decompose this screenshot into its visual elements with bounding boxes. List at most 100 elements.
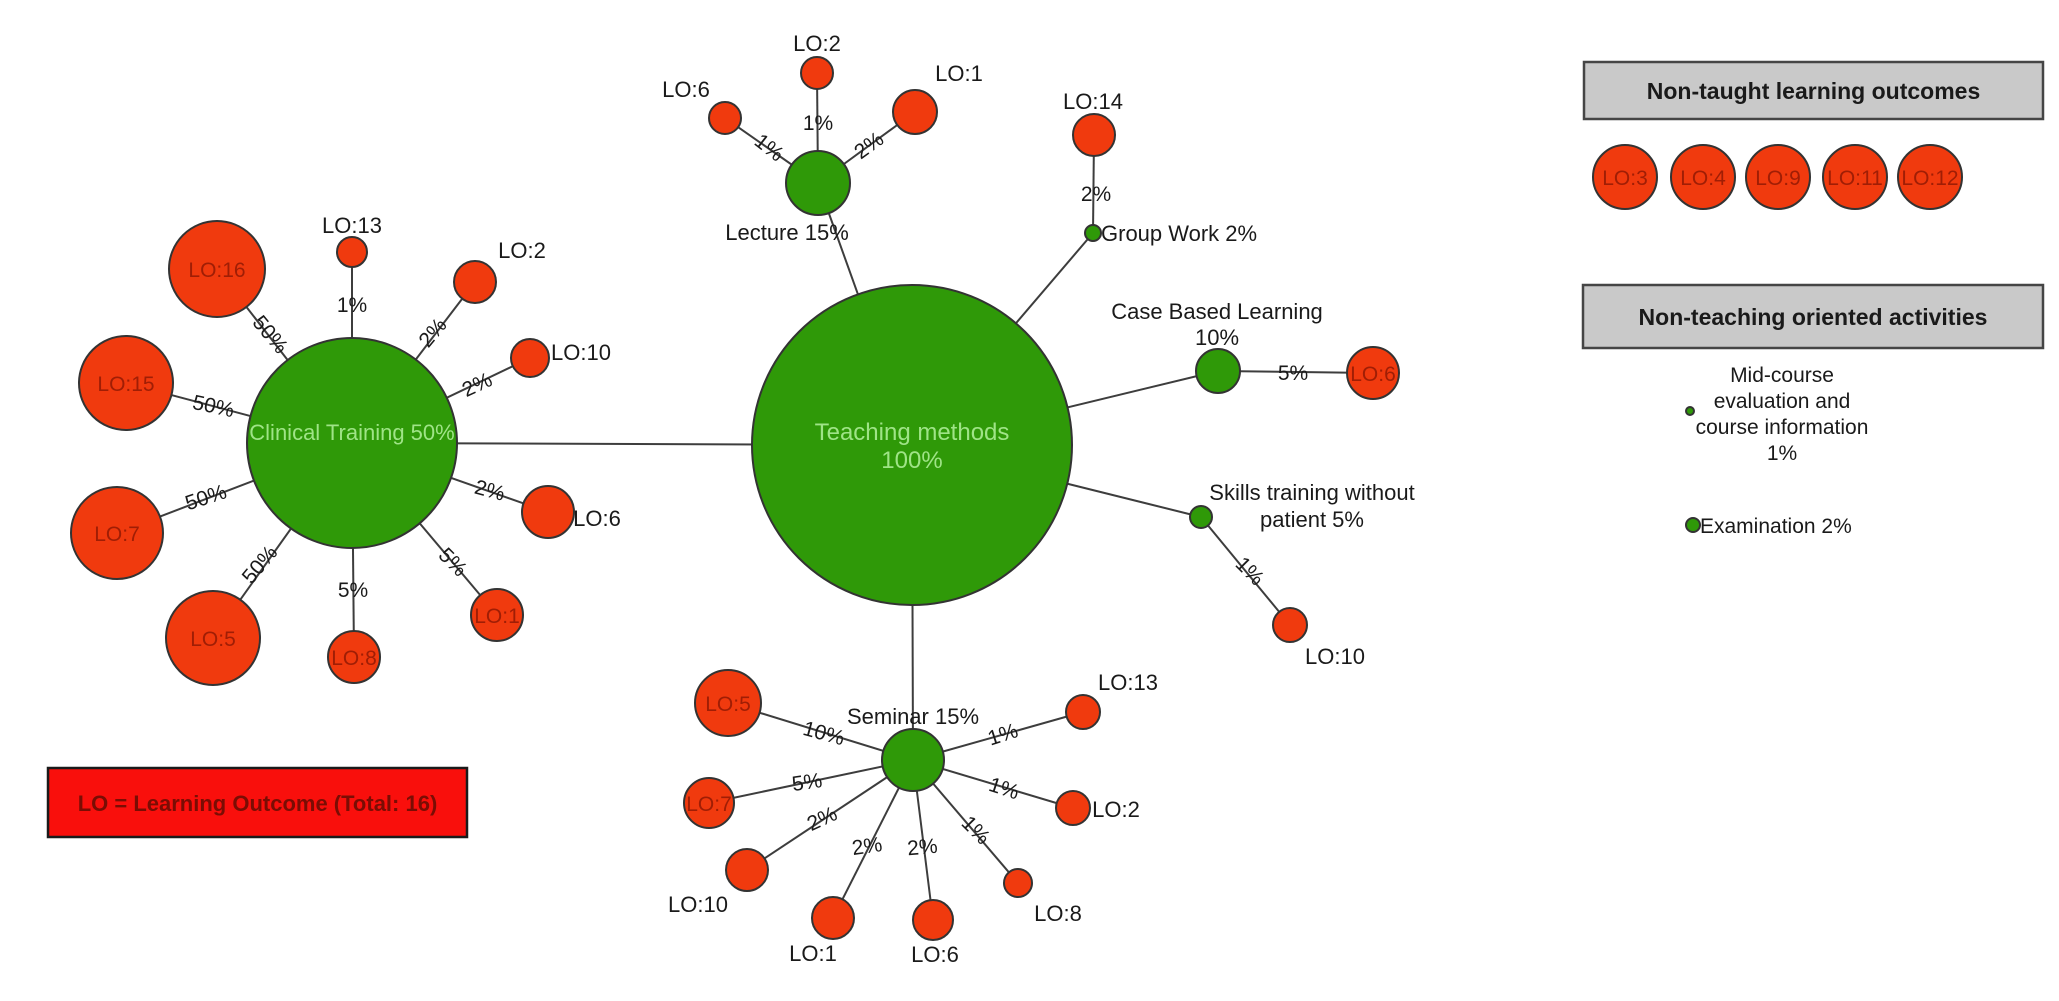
lo10-skills-label: LO:10 — [1305, 644, 1365, 669]
node-lo1-lecture — [892, 89, 938, 135]
case-based-learning-label: Case Based Learning 10% — [1111, 299, 1323, 350]
lo6-lecture-label: LO:6 — [662, 77, 710, 102]
lo10-seminar-label: LO:10 — [668, 892, 728, 917]
non-taught-header-box — [1582, 60, 2045, 121]
edge-skills-lo10 — [1200, 516, 1291, 626]
node-seminar — [881, 728, 945, 792]
node-lo2-seminar — [1055, 790, 1091, 826]
lo5-clinical-label: LO:5 — [190, 628, 236, 651]
lo-legend-box — [46, 766, 469, 839]
pct-clinical-lo5: 50% — [238, 541, 283, 588]
clinical-training-label: Clinical Training 50% — [249, 420, 454, 445]
node-lo6-clinical — [521, 485, 575, 539]
pct-seminar-lo7: 5% — [790, 769, 823, 796]
pct-clinical-lo13: 1% — [337, 294, 367, 317]
pct-lecture-lo6: 1% — [750, 129, 788, 166]
pct-skills-lo10: 1% — [1231, 553, 1269, 591]
lo6-cbl-label: LO:6 — [1350, 363, 1396, 386]
node-lo6-cbl — [1346, 346, 1400, 400]
pct-seminar-lo6: 2% — [906, 835, 938, 861]
pct-clinical-lo8: 5% — [338, 579, 368, 602]
group-work-label: Group Work 2% — [1101, 221, 1257, 246]
teaching-methods-label: Teaching methods 100% — [815, 419, 1010, 474]
node-clinical-training — [246, 337, 458, 549]
pct-lecture-lo2: 1% — [803, 112, 833, 135]
pct-group-lo14: 2% — [1081, 183, 1111, 206]
non-taught-header-label: Non-taught learning outcomes — [1647, 78, 1981, 104]
node-lo6-seminar — [912, 899, 954, 941]
seminar-label: Seminar 15% — [847, 704, 979, 729]
node-lo13-seminar — [1065, 694, 1101, 730]
pct-seminar-lo5: 10% — [800, 717, 847, 750]
lo12-panel-label: LO:12 — [1901, 167, 1958, 190]
node-lo14-group — [1072, 113, 1116, 157]
node-lo8-seminar — [1003, 868, 1033, 898]
lo-legend-label: LO = Learning Outcome (Total: 16) — [78, 791, 438, 816]
non-teaching-header-box — [1581, 283, 2045, 350]
pct-seminar-lo1: 2% — [850, 833, 883, 860]
lo4-panel-label: LO:4 — [1680, 167, 1726, 190]
node-lo10-skills — [1272, 607, 1308, 643]
lo10-clinical-label: LO:10 — [551, 340, 611, 365]
lo2-clinical-label: LO:2 — [498, 238, 546, 263]
lo9-panel-label: LO:9 — [1755, 167, 1801, 190]
pct-clinical-lo15: 50% — [190, 391, 236, 422]
edge-seminar-lo10 — [746, 759, 914, 871]
node-teaching-methods — [751, 284, 1073, 606]
node-lo9-panel — [1745, 144, 1811, 210]
node-lecture — [785, 150, 851, 216]
pct-clinical-lo7: 50% — [182, 480, 229, 515]
node-examination-dot — [1685, 517, 1701, 533]
lo15-label: LO:15 — [97, 373, 154, 396]
node-lo5-seminar — [694, 669, 762, 737]
lo16-label: LO:16 — [188, 259, 245, 282]
pct-clinical-lo6: 2% — [472, 476, 507, 506]
node-lo10-clinical — [510, 338, 550, 378]
lo13-clinical-label: LO:13 — [322, 213, 382, 238]
node-lo5-clinical — [165, 590, 261, 686]
lo8-clinical-label: LO:8 — [331, 647, 377, 670]
node-lo11-panel — [1822, 144, 1888, 210]
lo8-seminar-label: LO:8 — [1034, 901, 1082, 926]
pct-seminar-lo13: 1% — [985, 719, 1021, 750]
lo14-label: LO:14 — [1063, 89, 1123, 114]
pct-seminar-lo10: 2% — [804, 802, 841, 836]
node-lo2-lecture — [800, 56, 834, 90]
node-lo13-clinical — [336, 236, 368, 268]
node-case-based-learning — [1195, 348, 1241, 394]
node-midcourse-dot — [1685, 406, 1695, 416]
node-lo1-seminar — [811, 896, 855, 940]
lecture-label: Lecture 15% — [725, 220, 849, 245]
midcourse-label: Mid-course evaluation and course informati… — [1696, 364, 1869, 465]
node-lo7-clinical — [70, 486, 164, 580]
node-lo2-clinical — [453, 260, 497, 304]
lo11-panel-label: LO:11 — [1827, 167, 1883, 190]
lo6-seminar-label: LO:6 — [911, 942, 959, 967]
pct-lecture-lo1: 2% — [850, 128, 888, 164]
lo7-clinical-label: LO:7 — [94, 523, 140, 546]
node-lo3-panel — [1592, 144, 1658, 210]
node-lo4-panel — [1670, 144, 1736, 210]
lo5-seminar-label: LO:5 — [705, 693, 751, 716]
node-lo1-clinical — [470, 588, 524, 642]
lo2-lecture-label: LO:2 — [793, 31, 841, 56]
pct-seminar-lo2: 1% — [986, 773, 1022, 804]
lo2-seminar-label: LO:2 — [1092, 797, 1140, 822]
pct-clinical-lo1: 5% — [434, 544, 472, 582]
node-lo6-lecture — [708, 101, 742, 135]
edge-seminar-lo7 — [708, 759, 914, 804]
node-skills-training-dot — [1189, 505, 1213, 529]
examination-label: Examination 2% — [1700, 515, 1852, 538]
node-lo10-seminar — [725, 848, 769, 892]
node-lo16-clinical — [168, 220, 266, 318]
pct-clinical-lo10: 2% — [459, 368, 496, 402]
node-lo15-clinical — [78, 335, 174, 431]
lo13-seminar-label: LO:13 — [1098, 670, 1158, 695]
skills-training-label: Skills training without patient 5% — [1209, 480, 1414, 532]
lo7-seminar-label: LO:7 — [686, 793, 732, 816]
lo1-lecture-label: LO:1 — [935, 61, 983, 86]
node-lo8-clinical — [327, 630, 381, 684]
lo6-clinical-label: LO:6 — [573, 506, 621, 531]
